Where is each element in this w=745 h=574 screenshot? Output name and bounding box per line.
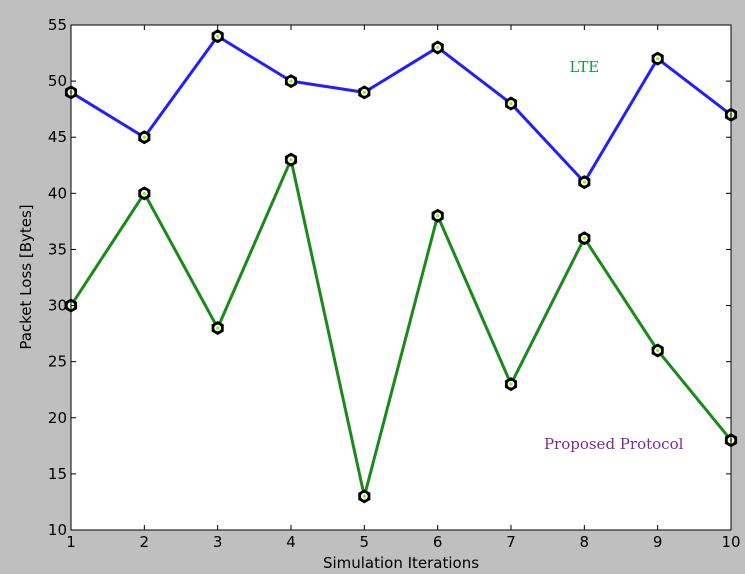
x-tick-label: 3: [213, 533, 223, 551]
y-tick-label: 50: [48, 72, 67, 90]
y-axis-label: Packet Loss [Bytes]: [17, 204, 35, 349]
data-point-dot-lte: [436, 45, 440, 50]
data-point-dot-proposed-protocol: [582, 236, 586, 240]
data-point-dot-lte: [142, 135, 146, 139]
data-point-dot-proposed-protocol: [362, 494, 366, 498]
data-point-dot-lte: [289, 79, 293, 83]
y-tick-label: 10: [48, 521, 67, 539]
x-tick-label: 5: [360, 533, 370, 551]
y-tick-label: 15: [48, 465, 67, 483]
x-axis: 1 2 3 4 5 6 7 8 9 10: [66, 25, 741, 551]
y-tick-label: 45: [48, 128, 67, 146]
x-tick-label: 8: [580, 533, 590, 551]
x-tick-label: 6: [433, 533, 443, 551]
x-tick-label: 9: [653, 533, 663, 551]
data-point-dot-lte: [509, 101, 513, 106]
series-line-proposed-protocol: [69, 158, 733, 498]
annotation-lte: LTE: [569, 58, 599, 76]
data-point-dot-proposed-protocol: [142, 191, 146, 195]
x-tick-label: 2: [140, 533, 150, 551]
y-tick-label: 25: [48, 353, 67, 371]
data-point-dot-proposed-protocol: [289, 158, 293, 162]
y-tick-label: 20: [48, 409, 67, 427]
data-point-dot-proposed-protocol: [216, 326, 220, 330]
x-tick-label: 10: [721, 533, 740, 551]
plot-area: [71, 25, 731, 530]
y-axis: 10 15 20 25 30 35 40 45 50 55: [48, 16, 731, 539]
x-tick-label: 7: [506, 533, 516, 551]
x-tick-label: 4: [286, 533, 296, 551]
data-point-dot-lte: [656, 57, 660, 61]
x-axis-label: Simulation Iterations: [323, 554, 479, 572]
y-tick-label: 30: [48, 297, 67, 315]
data-point-dot-lte: [362, 90, 366, 94]
data-point-dot-lte: [216, 34, 220, 38]
x-tick-label: 1: [66, 533, 76, 551]
y-tick-label: 55: [48, 16, 67, 34]
plot-frame: [70, 24, 732, 531]
data-point-dot-proposed-protocol: [436, 214, 440, 218]
y-tick-label: 40: [48, 184, 67, 202]
y-tick-label: 35: [48, 240, 67, 258]
data-point-dot-proposed-protocol: [509, 382, 513, 386]
annotation-proposed-protocol: Proposed Protocol: [544, 435, 684, 453]
series-line-lte: [70, 34, 732, 184]
data-point-dot-lte: [582, 180, 586, 184]
data-point-dot-proposed-protocol: [656, 348, 660, 353]
annotation-layer: LTE Proposed Protocol: [544, 58, 684, 453]
